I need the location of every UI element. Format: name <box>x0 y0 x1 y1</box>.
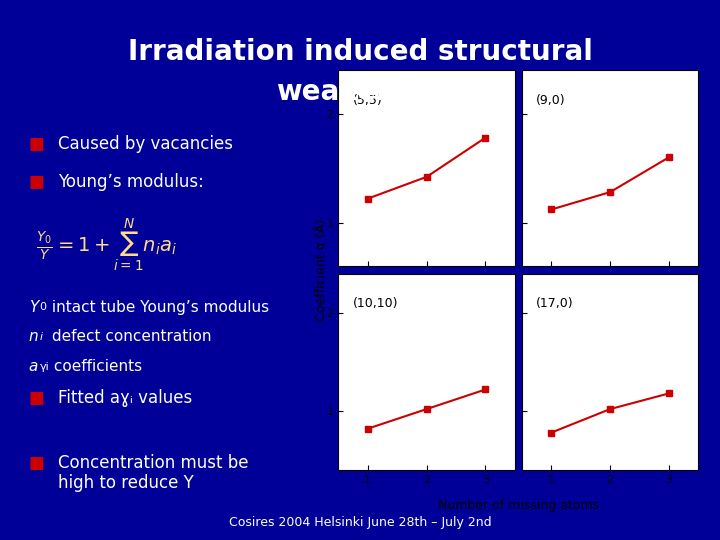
Text: Caused by vacancies: Caused by vacancies <box>58 135 233 153</box>
Text: 0: 0 <box>40 302 47 313</box>
Text: Y: Y <box>29 300 38 315</box>
Text: weakening: weakening <box>276 78 444 106</box>
Text: ■: ■ <box>29 454 45 471</box>
Text: defect concentration: defect concentration <box>47 329 211 345</box>
Text: Number of missing atoms: Number of missing atoms <box>438 500 599 512</box>
Text: coefficients: coefficients <box>49 359 142 374</box>
Text: intact tube Young’s modulus: intact tube Young’s modulus <box>47 300 269 315</box>
Text: ■: ■ <box>29 173 45 191</box>
Text: ■: ■ <box>29 135 45 153</box>
Text: a: a <box>29 359 38 374</box>
Text: (9,0): (9,0) <box>536 94 566 107</box>
Text: n: n <box>29 329 38 345</box>
Text: (5,5): (5,5) <box>353 94 382 107</box>
Text: γi: γi <box>40 362 50 372</box>
Text: Cosires 2004 Helsinki June 28th – July 2nd: Cosires 2004 Helsinki June 28th – July 2… <box>229 516 491 529</box>
Text: Irradiation induced structural: Irradiation induced structural <box>127 38 593 66</box>
Text: Young’s modulus:: Young’s modulus: <box>58 173 204 191</box>
Text: ■: ■ <box>29 389 45 407</box>
Text: i: i <box>40 332 42 342</box>
Text: $\frac{Y_0}{Y} = 1 + \sum_{i=1}^{N} n_i a_i$: $\frac{Y_0}{Y} = 1 + \sum_{i=1}^{N} n_i … <box>36 216 177 273</box>
Text: Fitted aɣᵢ values: Fitted aɣᵢ values <box>58 389 192 407</box>
Text: (17,0): (17,0) <box>536 298 574 310</box>
Text: (10,10): (10,10) <box>353 298 398 310</box>
Text: Coefficient α (Å): Coefficient α (Å) <box>315 219 328 321</box>
Text: Concentration must be
high to reduce Y: Concentration must be high to reduce Y <box>58 454 248 492</box>
